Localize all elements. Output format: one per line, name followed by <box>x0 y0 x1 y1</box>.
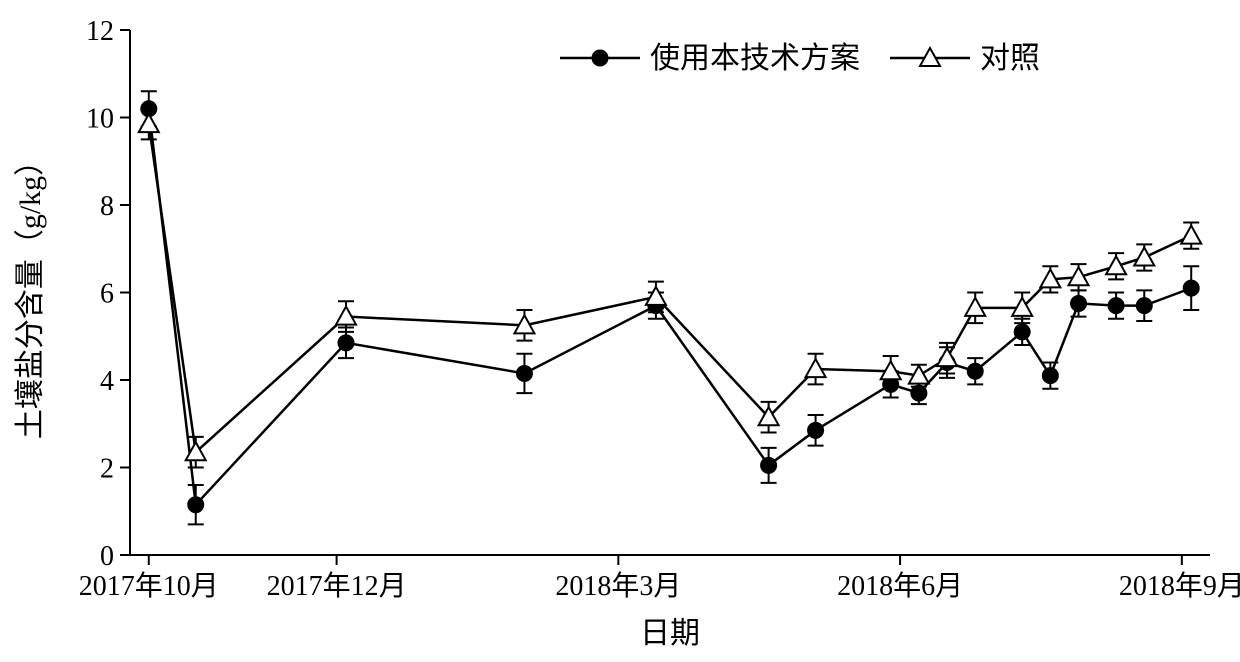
marker-circle <box>1136 298 1152 314</box>
marker-circle <box>967 363 983 379</box>
marker-circle <box>338 335 354 351</box>
marker-circle <box>1014 324 1030 340</box>
marker-triangle <box>1181 226 1201 244</box>
marker-circle <box>1071 295 1087 311</box>
x-tick-label: 2018年6月 <box>837 570 963 602</box>
series-line-0 <box>149 109 1191 505</box>
x-axis-label: 日期 <box>640 617 700 650</box>
marker-triangle <box>1134 248 1154 266</box>
marker-circle <box>808 422 824 438</box>
marker-circle <box>1183 280 1199 296</box>
legend-label: 使用本技术方案 <box>650 42 860 75</box>
series-line-1 <box>149 124 1191 452</box>
marker-circle <box>1108 298 1124 314</box>
marker-triangle <box>937 348 957 366</box>
x-tick-label: 2017年10月 <box>79 570 219 602</box>
y-tick-label: 6 <box>100 279 114 310</box>
legend-marker-circle <box>592 50 608 66</box>
marker-triangle <box>139 114 159 132</box>
marker-triangle <box>646 287 666 305</box>
y-tick-label: 8 <box>100 191 114 222</box>
chart-container: 0 2 4 6 8 10 12 2017年10月 2017年12月 2018年3月 2018年6月 2… <box>0 0 1240 662</box>
marker-circle <box>188 497 204 513</box>
x-tick-label: 2018年9月 <box>1119 570 1240 602</box>
y-tick-label: 10 <box>86 104 114 135</box>
marker-circle <box>516 365 532 381</box>
marker-circle <box>1042 368 1058 384</box>
x-tick-label: 2017年12月 <box>267 570 407 602</box>
legend-label: 对照 <box>980 42 1040 75</box>
y-tick-label: 0 <box>100 541 114 572</box>
y-axis-label: 土壤盐分含量（g/kg） <box>14 146 47 439</box>
y-tick-label: 4 <box>100 366 114 397</box>
marker-circle <box>761 457 777 473</box>
y-tick-label: 2 <box>100 454 114 485</box>
x-tick-label: 2018年3月 <box>555 570 681 602</box>
marker-triangle <box>336 307 356 325</box>
y-tick-label: 12 <box>86 16 114 47</box>
chart-svg: 0 2 4 6 8 10 12 2017年10月 2017年12月 2018年3月 2018年6月 2… <box>0 0 1240 662</box>
